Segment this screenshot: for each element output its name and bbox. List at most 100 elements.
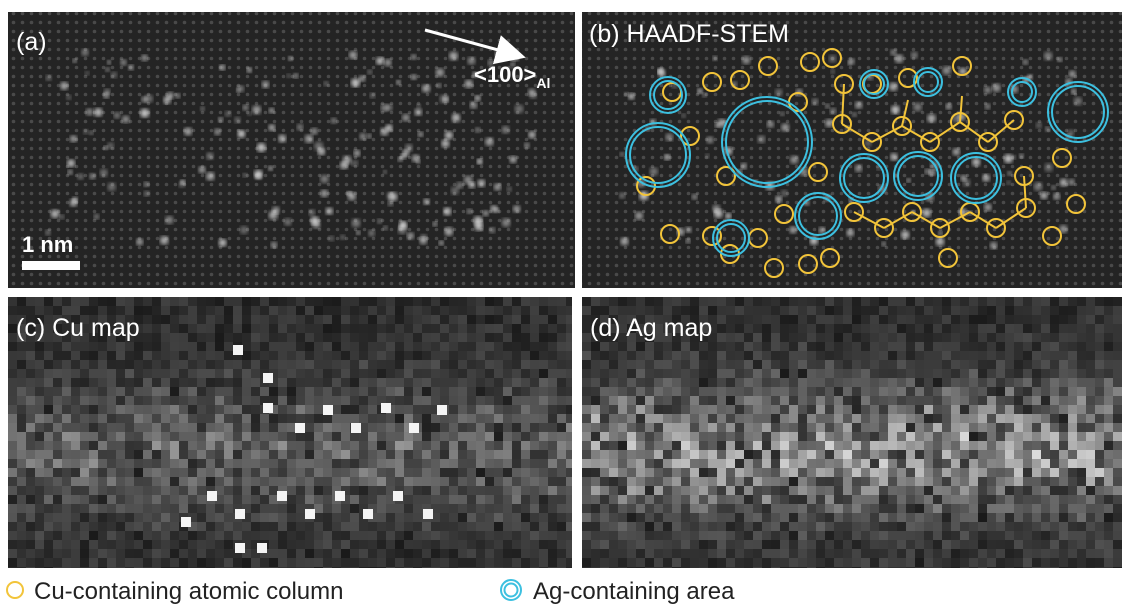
map-pixel bbox=[996, 315, 1005, 324]
map-pixel bbox=[753, 513, 762, 522]
map-pixel bbox=[825, 333, 834, 342]
map-pixel bbox=[969, 450, 978, 459]
map-pixel bbox=[26, 414, 35, 423]
map-pixel bbox=[978, 495, 987, 504]
map-pixel bbox=[359, 324, 368, 333]
map-pixel bbox=[431, 468, 440, 477]
map-pixel bbox=[296, 540, 305, 549]
map-pixel bbox=[359, 360, 368, 369]
map-pixel bbox=[996, 540, 1005, 549]
map-pixel bbox=[996, 333, 1005, 342]
map-pixel bbox=[645, 468, 654, 477]
map-pixel bbox=[350, 522, 359, 531]
map-pixel bbox=[933, 540, 942, 549]
map-pixel bbox=[233, 495, 242, 504]
map-pixel bbox=[1014, 432, 1023, 441]
map-pixel bbox=[672, 342, 681, 351]
map-pixel bbox=[170, 405, 179, 414]
map-pixel bbox=[71, 558, 80, 567]
map-pixel bbox=[449, 378, 458, 387]
map-pixel bbox=[494, 351, 503, 360]
map-pixel bbox=[744, 567, 753, 576]
bright-spot bbox=[107, 60, 111, 64]
map-pixel bbox=[125, 567, 134, 576]
map-pixel bbox=[548, 333, 557, 342]
map-pixel bbox=[179, 297, 188, 306]
map-pixel bbox=[413, 351, 422, 360]
map-pixel bbox=[744, 549, 753, 558]
map-pixel bbox=[1050, 567, 1059, 576]
map-pixel bbox=[1041, 306, 1050, 315]
map-pixel bbox=[1005, 459, 1014, 468]
map-pixel bbox=[1005, 468, 1014, 477]
map-pixel bbox=[188, 387, 197, 396]
map-pixel bbox=[933, 549, 942, 558]
map-pixel bbox=[350, 477, 359, 486]
map-pixel bbox=[521, 297, 530, 306]
map-pixel bbox=[530, 423, 539, 432]
map-pixel bbox=[431, 351, 440, 360]
map-pixel bbox=[206, 513, 215, 522]
map-pixel bbox=[314, 495, 323, 504]
map-pixel bbox=[530, 567, 539, 576]
map-pixel bbox=[771, 558, 780, 567]
map-pixel bbox=[645, 558, 654, 567]
map-pixel bbox=[89, 297, 98, 306]
map-pixel bbox=[224, 567, 233, 576]
map-pixel bbox=[789, 342, 798, 351]
map-pixel bbox=[582, 468, 591, 477]
bright-spot bbox=[86, 108, 93, 115]
map-pixel bbox=[933, 468, 942, 477]
map-pixel bbox=[476, 450, 485, 459]
map-pixel bbox=[798, 486, 807, 495]
map-pixel bbox=[449, 549, 458, 558]
map-pixel bbox=[512, 486, 521, 495]
bright-spot bbox=[46, 75, 52, 81]
map-pixel bbox=[1086, 495, 1095, 504]
map-pixel bbox=[404, 468, 413, 477]
map-pixel bbox=[591, 513, 600, 522]
bright-spot bbox=[235, 117, 241, 123]
map-pixel bbox=[798, 369, 807, 378]
map-pixel bbox=[215, 450, 224, 459]
map-pixel bbox=[8, 495, 17, 504]
map-pixel bbox=[503, 441, 512, 450]
map-pixel bbox=[224, 432, 233, 441]
map-pixel bbox=[897, 477, 906, 486]
map-pixel bbox=[539, 342, 548, 351]
map-pixel bbox=[780, 531, 789, 540]
map-pixel bbox=[672, 387, 681, 396]
map-pixel bbox=[600, 432, 609, 441]
map-pixel bbox=[618, 342, 627, 351]
bright-spot bbox=[852, 112, 857, 117]
map-pixel bbox=[1032, 297, 1041, 306]
map-pixel bbox=[762, 414, 771, 423]
map-pixel bbox=[62, 441, 71, 450]
map-pixel bbox=[278, 396, 287, 405]
map-pixel bbox=[449, 486, 458, 495]
map-pixel bbox=[816, 369, 825, 378]
map-pixel bbox=[888, 495, 897, 504]
map-pixel bbox=[789, 486, 798, 495]
map-pixel bbox=[125, 504, 134, 513]
map-pixel bbox=[512, 369, 521, 378]
map-pixel bbox=[143, 486, 152, 495]
map-pixel bbox=[771, 423, 780, 432]
bright-spot bbox=[328, 236, 334, 242]
map-pixel bbox=[780, 324, 789, 333]
bright-spot bbox=[1034, 182, 1042, 190]
map-pixel bbox=[861, 369, 870, 378]
map-pixel bbox=[942, 495, 951, 504]
map-pixel bbox=[888, 549, 897, 558]
map-pixel bbox=[431, 333, 440, 342]
map-pixel bbox=[762, 459, 771, 468]
map-pixel bbox=[861, 333, 870, 342]
map-pixel bbox=[600, 351, 609, 360]
map-pixel bbox=[591, 351, 600, 360]
map-pixel bbox=[987, 405, 996, 414]
map-pixel bbox=[636, 297, 645, 306]
map-pixel bbox=[798, 504, 807, 513]
map-pixel bbox=[591, 495, 600, 504]
map-pixel bbox=[494, 531, 503, 540]
map-pixel bbox=[762, 306, 771, 315]
